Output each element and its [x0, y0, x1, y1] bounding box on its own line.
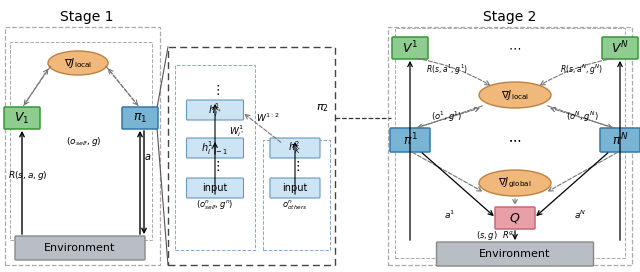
Text: input: input	[202, 183, 228, 193]
Text: $\vdots$: $\vdots$	[211, 159, 220, 173]
Text: $R(s,a^1,g^1)$: $R(s,a^1,g^1)$	[426, 63, 468, 77]
Text: Stage 2: Stage 2	[483, 10, 537, 24]
Text: Environment: Environment	[479, 249, 550, 259]
Text: $\pi_1$: $\pi_1$	[133, 112, 147, 125]
FancyBboxPatch shape	[392, 37, 428, 59]
Text: $(o_{self}, g)$: $(o_{self}, g)$	[67, 135, 102, 149]
Text: $\cdots$: $\cdots$	[508, 134, 522, 147]
Text: $\nabla J_{\rm global}$: $\nabla J_{\rm global}$	[499, 176, 532, 190]
Text: $W^{1:2}$: $W^{1:2}$	[256, 112, 280, 124]
Text: $\pi^N$: $\pi^N$	[612, 132, 628, 148]
Text: $h^1_{i^*}$: $h^1_{i^*}$	[208, 101, 222, 119]
Ellipse shape	[48, 51, 108, 75]
FancyBboxPatch shape	[186, 178, 243, 198]
FancyBboxPatch shape	[495, 207, 535, 229]
Text: $\vdots$: $\vdots$	[211, 83, 220, 97]
Text: $V^N$: $V^N$	[611, 40, 629, 56]
Text: $W^1_{i^*}$: $W^1_{i^*}$	[229, 123, 245, 139]
FancyBboxPatch shape	[600, 128, 640, 152]
Text: $V^1$: $V^1$	[402, 40, 418, 56]
Text: $(s,g)$: $(s,g)$	[476, 228, 498, 242]
FancyBboxPatch shape	[186, 100, 243, 120]
FancyBboxPatch shape	[270, 178, 320, 198]
Text: $a^N$: $a^N$	[573, 209, 586, 221]
Text: $R^g$: $R^g$	[502, 230, 514, 240]
FancyBboxPatch shape	[15, 236, 145, 260]
Ellipse shape	[479, 82, 551, 108]
Text: $\pi^1$: $\pi^1$	[403, 132, 417, 148]
Text: $h^1_{i^*-1}$: $h^1_{i^*-1}$	[202, 139, 228, 157]
FancyBboxPatch shape	[436, 242, 593, 266]
Text: $R(s,a^N,g^N)$: $R(s,a^N,g^N)$	[561, 63, 604, 77]
Text: input: input	[282, 183, 308, 193]
Text: $\nabla J_{\rm local}$: $\nabla J_{\rm local}$	[501, 88, 529, 102]
Text: $\pi_2$: $\pi_2$	[316, 102, 328, 114]
Text: $\nabla J_{\rm local}$: $\nabla J_{\rm local}$	[64, 56, 92, 70]
Text: Environment: Environment	[44, 243, 116, 253]
Text: $h^2_K$: $h^2_K$	[289, 140, 301, 156]
FancyBboxPatch shape	[122, 107, 158, 129]
Text: $(o^n_{self}, g^n)$: $(o^n_{self}, g^n)$	[196, 198, 234, 212]
Text: $Q$: $Q$	[509, 211, 521, 225]
Text: $\cdots$: $\cdots$	[508, 134, 522, 147]
Text: $\vdots$: $\vdots$	[291, 159, 300, 173]
FancyBboxPatch shape	[602, 37, 638, 59]
Text: $(o^N,g^N)$: $(o^N,g^N)$	[566, 110, 598, 124]
FancyBboxPatch shape	[4, 107, 40, 129]
FancyBboxPatch shape	[270, 138, 320, 158]
Text: Stage 1: Stage 1	[60, 10, 114, 24]
Text: $o^n_{others}$: $o^n_{others}$	[282, 198, 308, 212]
Text: $a$: $a$	[145, 152, 152, 162]
FancyBboxPatch shape	[390, 128, 430, 152]
Text: $a^1$: $a^1$	[444, 209, 456, 221]
Ellipse shape	[479, 170, 551, 196]
Text: $R(s, a, g)$: $R(s, a, g)$	[8, 168, 48, 181]
FancyBboxPatch shape	[186, 138, 243, 158]
Text: $\cdots$: $\cdots$	[508, 42, 522, 54]
Text: $V_1$: $V_1$	[14, 110, 29, 126]
Text: $(o^1,g^1)$: $(o^1,g^1)$	[431, 110, 463, 124]
